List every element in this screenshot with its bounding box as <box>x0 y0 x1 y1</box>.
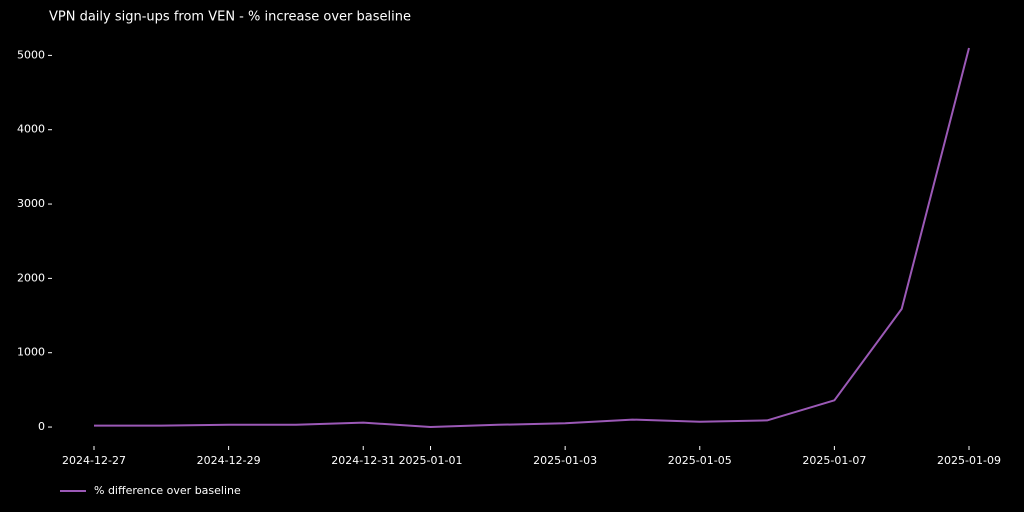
x-tick-label: 2025-01-07 <box>802 454 866 467</box>
x-tick-label: 2024-12-29 <box>197 454 261 467</box>
chart-title: VPN daily sign-ups from VEN - % increase… <box>49 10 411 25</box>
y-tick-label: 1000 <box>17 346 45 359</box>
y-tick-label: 5000 <box>17 48 45 61</box>
data-line <box>94 47 970 428</box>
y-tick-label: 4000 <box>17 123 45 136</box>
x-tick-label: 2025-01-05 <box>668 454 732 467</box>
x-tick-label: 2025-01-03 <box>533 454 597 467</box>
x-tick-label: 2024-12-27 <box>62 454 126 467</box>
x-tick-label: 2024-12-31 <box>331 454 395 467</box>
y-tick-label: 2000 <box>17 271 45 284</box>
y-tick-label: 3000 <box>17 197 45 210</box>
x-tick-label: 2025-01-09 <box>937 454 1001 467</box>
x-tick-label: 2025-01-01 <box>399 454 463 467</box>
y-tick-label: 0 <box>38 420 45 433</box>
legend-label: % difference over baseline <box>94 484 241 497</box>
